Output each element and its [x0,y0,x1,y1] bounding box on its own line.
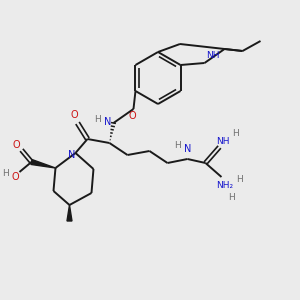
Polygon shape [67,205,72,221]
Text: H: H [232,128,239,137]
Text: H: H [174,140,181,149]
Text: H: H [236,175,243,184]
Text: NH: NH [206,50,219,59]
Text: H: H [228,193,235,202]
Text: NH: NH [216,136,229,146]
Text: O: O [12,172,19,182]
Text: O: O [71,110,78,120]
Text: O: O [129,111,136,121]
Text: N: N [68,150,75,160]
Text: N: N [104,117,111,127]
Text: N: N [184,144,191,154]
Text: H: H [2,169,9,178]
Polygon shape [31,160,56,168]
Text: NH₂: NH₂ [216,181,233,190]
Text: O: O [13,140,20,150]
Text: H: H [94,115,101,124]
